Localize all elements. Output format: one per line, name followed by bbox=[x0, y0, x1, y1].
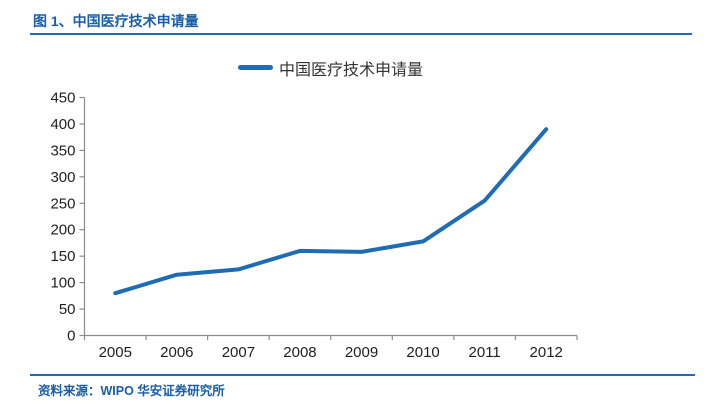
y-axis-tick-label: 300 bbox=[50, 169, 75, 186]
x-axis-tick-label: 2005 bbox=[99, 344, 132, 361]
legend-line-marker-icon bbox=[237, 65, 273, 70]
footer-rule bbox=[30, 374, 695, 376]
x-axis-tick-label: 2012 bbox=[530, 344, 563, 361]
y-axis-tick-label: 150 bbox=[50, 248, 75, 265]
x-axis-tick-label: 2007 bbox=[222, 344, 255, 361]
header-rule bbox=[30, 33, 692, 35]
x-axis-tick-label: 2011 bbox=[469, 344, 501, 361]
x-axis-tick-label: 2010 bbox=[406, 344, 439, 361]
legend-series-label: 中国医疗技术申请量 bbox=[278, 61, 423, 79]
y-axis-tick-label: 200 bbox=[50, 222, 75, 239]
y-axis-tick-label: 450 bbox=[50, 90, 75, 107]
x-axis-tick-label: 2008 bbox=[283, 344, 316, 361]
y-axis-tick-label: 250 bbox=[50, 195, 75, 212]
source-note: 资料来源：WIPO 华安证券研究所 bbox=[38, 384, 225, 398]
y-axis-tick-label: 100 bbox=[50, 275, 75, 292]
figure-title: 图 1、中国医疗技术申请量 bbox=[33, 13, 199, 29]
chart-legend: 中国医疗技术申请量 bbox=[84, 58, 577, 79]
x-axis-tick-label: 2006 bbox=[160, 344, 193, 361]
x-axis-tick-label: 2009 bbox=[345, 344, 378, 361]
y-axis-tick-label: 350 bbox=[50, 142, 75, 159]
y-axis-tick-label: 0 bbox=[67, 328, 75, 345]
series-line bbox=[113, 127, 549, 296]
y-axis-tick-label: 50 bbox=[59, 301, 76, 318]
y-axis-tick-label: 400 bbox=[50, 116, 75, 133]
